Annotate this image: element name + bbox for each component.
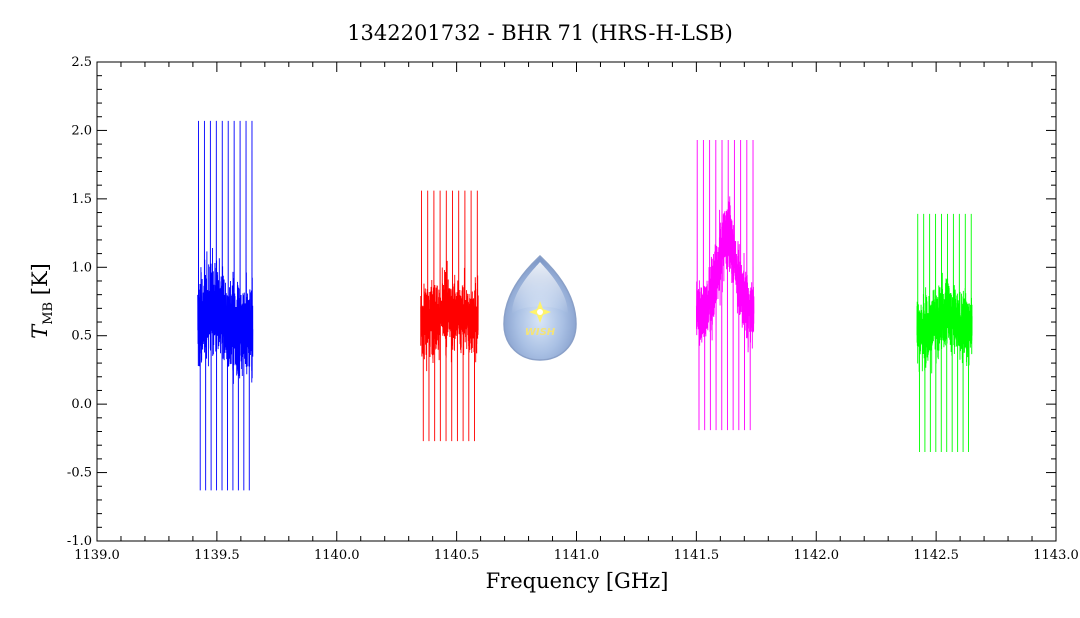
y-tick-label: -1.0	[67, 534, 92, 549]
y-axis: -1.0 -0.5 0.0 0.5 1.0 1.5 2.0 2.5	[67, 55, 1056, 549]
x-tick-label: 1141.5	[674, 548, 720, 563]
chart-title: 1342201732 - BHR 71 (HRS-H-LSB)	[347, 21, 733, 45]
y-tick-label: 1.5	[71, 192, 92, 207]
y-tick-label: 0.5	[71, 329, 92, 344]
x-axis-label: Frequency [GHz]	[486, 569, 669, 593]
spectrum-series-2	[420, 190, 479, 442]
x-tick-label: 1141.0	[554, 548, 600, 563]
y-axis-label: TMB [K]	[28, 263, 56, 339]
x-tick-label: 1139.0	[74, 548, 120, 563]
y-tick-label: -0.5	[67, 466, 92, 481]
logo-text: WISH	[525, 327, 556, 338]
y-tick-label: 0.0	[71, 397, 92, 412]
y-tick-label: 2.5	[71, 55, 92, 70]
spectrum-series-4	[916, 213, 973, 453]
series-layer	[197, 120, 973, 491]
x-tick-label: 1140.5	[434, 548, 480, 563]
wish-logo: WISH	[503, 254, 577, 361]
y-tick-label: 2.0	[71, 123, 92, 138]
x-tick-label: 1142.0	[794, 548, 840, 563]
spectrum-series-3	[695, 140, 755, 431]
x-tick-label: 1140.0	[314, 548, 360, 563]
x-tick-label: 1143.0	[1033, 548, 1079, 563]
x-axis: 1139.0 1139.5 1140.0 1140.5 1141.0 1141.5 1142…	[74, 62, 1079, 563]
x-tick-label: 1142.5	[913, 548, 959, 563]
y-tick-label: 1.0	[71, 260, 92, 275]
x-tick-label: 1139.5	[194, 548, 240, 563]
star-icon	[529, 301, 551, 323]
spectrum-series-1	[197, 120, 254, 491]
